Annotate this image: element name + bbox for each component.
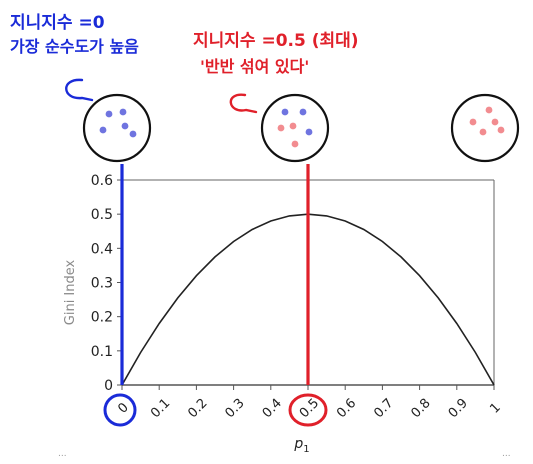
red-dot xyxy=(485,106,493,114)
x-tick-label: 0.1 xyxy=(148,396,173,421)
sample-circles xyxy=(82,93,520,163)
blue-dot xyxy=(99,126,107,134)
y-tick-label: 0.5 xyxy=(91,207,113,223)
x-tick-label: 0.9 xyxy=(446,396,471,421)
x-tick-label: 0.4 xyxy=(260,396,285,421)
y-tick-label: 0 xyxy=(104,378,113,394)
red-arrow xyxy=(229,93,258,114)
y-tick-label: 0.3 xyxy=(91,276,113,292)
sample-circle-pure-red xyxy=(450,93,520,163)
y-tick-label: 0.4 xyxy=(91,241,113,257)
x-tick-label: 0.5 xyxy=(297,396,322,421)
x-tick-label: 0.8 xyxy=(409,396,434,421)
annotation-middle-line1: 지니지수 =0.5 (최대) xyxy=(193,31,359,51)
blue-dot xyxy=(121,122,129,130)
footer-dots-left: ... xyxy=(58,449,67,459)
blue-dot xyxy=(305,128,313,136)
x-tick-label: 1 xyxy=(487,400,503,416)
red-dot xyxy=(291,140,299,148)
y-tick-label: 0.1 xyxy=(91,344,113,360)
marker-circle-1 xyxy=(288,393,328,427)
blue-dot xyxy=(119,108,127,116)
red-dot xyxy=(497,126,505,134)
blue-dot xyxy=(129,130,137,138)
y-tick-label: 0.6 xyxy=(91,173,113,189)
annotation-middle-line2: '반반 섞여 있다' xyxy=(200,57,309,76)
footer-dots-right: ... xyxy=(502,449,511,459)
x-tick-label: 0.2 xyxy=(185,396,210,421)
annotation-left-line2: 가장 순수도가 높음 xyxy=(10,37,139,56)
red-dot xyxy=(491,118,499,126)
x-tick-label: 0 xyxy=(115,400,131,416)
marker-circle-0 xyxy=(103,393,137,427)
x-tick-label: 0.6 xyxy=(334,396,359,421)
x-axis-label: p1 xyxy=(293,436,309,455)
red-dot xyxy=(469,118,477,126)
red-dot xyxy=(479,128,487,136)
y-axis-label: Gini Index xyxy=(63,259,78,325)
blue-dot xyxy=(105,110,113,118)
blue-arrow xyxy=(65,78,94,102)
red-dot xyxy=(277,124,285,132)
x-tick-label: 0.7 xyxy=(371,396,396,421)
y-tick-label: 0.2 xyxy=(91,310,113,326)
annotation-left-line1: 지니지수 =0 xyxy=(10,13,105,33)
gini-chart: 0 0.1 0.2 0.3 0.4 0.5 0.6 0 0.1 0.2 0.3 0.4 0.5 0.6 0.… xyxy=(63,164,504,455)
red-dot xyxy=(289,122,297,130)
x-tick-label: 0.3 xyxy=(223,396,248,421)
sample-circle-pure-blue xyxy=(82,93,152,163)
blue-dot xyxy=(281,108,289,116)
blue-dot xyxy=(299,108,307,116)
